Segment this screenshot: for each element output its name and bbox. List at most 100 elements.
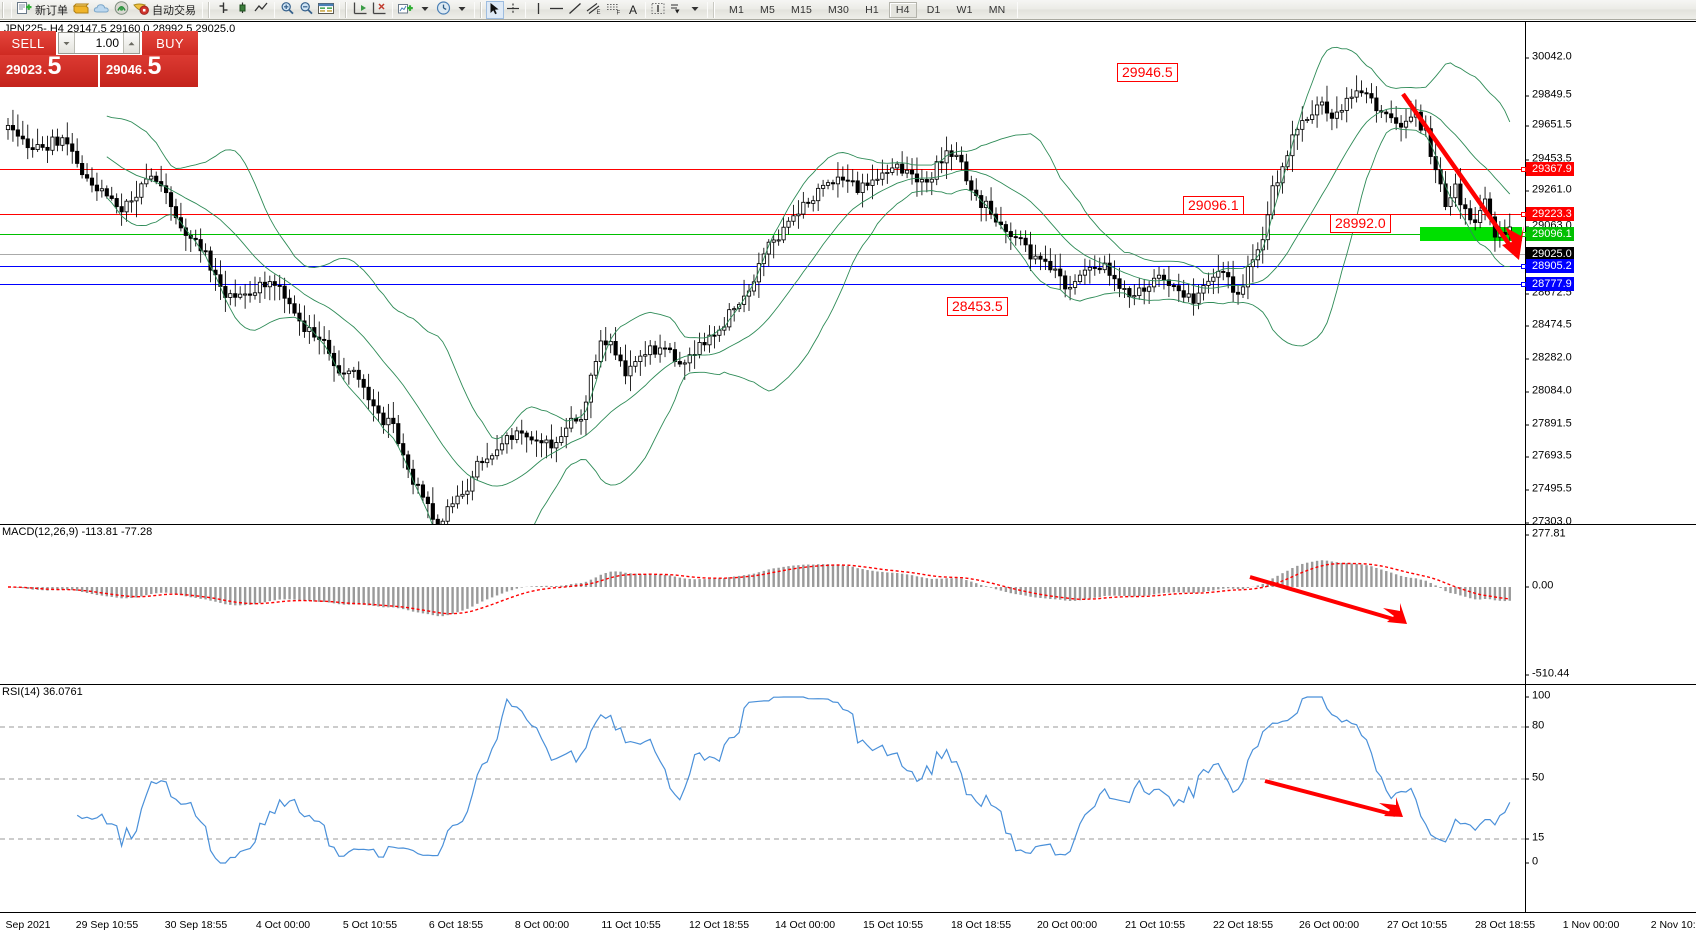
volume-input[interactable]: 1.00 [95,36,119,50]
price-tag-black[interactable]: 29025.0 [1526,247,1574,261]
cursor-tool-button[interactable] [486,0,504,19]
horizontal-line-icon [549,2,564,18]
time-label: 27 Oct 10:55 [1386,919,1448,931]
cloud-button[interactable] [91,1,112,19]
time-label: 20 Oct 00:00 [1036,919,1098,931]
wallet-button[interactable] [71,1,91,19]
chart-shift-button[interactable] [351,1,370,19]
sell-button[interactable]: SELL [0,31,56,55]
candlestick-icon [235,1,250,18]
level-line-red[interactable] [0,167,1526,172]
toolbar-grip-4[interactable] [480,1,484,18]
rsi-plot-area[interactable] [0,685,1525,912]
time-label: Sep 2021 [5,919,51,931]
timeframe-m1[interactable]: M1 [729,3,744,16]
level-line-red[interactable] [0,212,1526,217]
level-line-green[interactable] [0,232,1526,237]
price-annotation[interactable]: 28453.5 [947,297,1008,316]
price-tick: 29453.5 [1525,153,1696,167]
timeframe-mn[interactable]: MN [988,3,1006,16]
arrow-tool-icon [669,2,684,18]
level-line-blue[interactable] [0,282,1526,287]
level-line-black[interactable] [0,254,1525,255]
indicators-dropdown[interactable] [416,1,434,19]
trendline-tool-button[interactable] [566,1,584,19]
time-label: 1 Nov 00:00 [1562,919,1620,931]
new-order-button[interactable]: 新订单 [15,1,71,19]
timeframe-h1[interactable]: H1 [865,3,879,16]
fibonacci-tool-button[interactable]: F [604,1,624,19]
price-tag-red[interactable]: 29223.3 [1526,207,1574,221]
toolbar-grip-5[interactable] [713,1,717,18]
data-window-button[interactable] [316,1,336,19]
timeframe-m30[interactable]: M30 [828,3,850,16]
cursor-icon [489,2,501,18]
sell-price-display[interactable]: 29023 . 5 [0,54,98,87]
time-label: 5 Oct 10:55 [342,919,398,931]
text-label-tool-button[interactable] [649,1,667,19]
price-tag-blue[interactable]: 28905.2 [1526,259,1574,273]
entry-zone-rectangle[interactable] [1420,227,1522,241]
indicators-button[interactable] [396,1,416,19]
periodicity-dropdown[interactable] [453,1,471,19]
one-click-trading-panel[interactable]: SELL 1.00 BUY 29023 . 5 29046 . 5 [0,31,198,87]
volume-increment-button[interactable] [123,33,139,53]
main-chart-pane[interactable]: JPN225-,H4 29147.5 29160.0 28992.5 29025… [0,21,1696,524]
volume-decrement-button[interactable] [59,33,75,53]
level-line-handle[interactable] [1521,212,1526,217]
signal-button[interactable] [112,1,131,19]
buy-price-display[interactable]: 29046 . 5 [100,54,198,87]
wallet-icon [72,2,90,18]
zoom-out-button[interactable] [297,1,316,19]
bollinger-bands [106,46,1511,524]
toolbar-grip-2[interactable] [208,1,212,18]
price-tick: 30042.0 [1525,51,1696,65]
arrows-tool-button[interactable] [667,1,686,19]
price-axis[interactable]: 30042.0 29849.5 29651.5 29453.5 29261.0 29063… [1525,22,1696,524]
time-axis[interactable]: Sep 2021 29 Sep 10:55 30 Sep 18:55 4 Oct 00… [0,912,1696,936]
rsi-drawings [0,696,1525,864]
equidistant-channel-button[interactable]: E [584,1,604,19]
price-annotation[interactable]: 28992.0 [1330,214,1391,233]
level-line-blue[interactable] [0,264,1526,269]
rsi-pane[interactable]: RSI(14) 36.0761 100 80 50 15 0 [0,684,1696,912]
price-tag-blue[interactable]: 28777.9 [1526,277,1574,291]
auto-scroll-button[interactable] [370,1,389,19]
timeframe-m15[interactable]: M15 [791,3,813,16]
macd-plot-area[interactable] [0,525,1525,684]
level-line-handle[interactable] [1521,282,1526,287]
horizontal-line-tool-button[interactable] [547,1,566,19]
bar-chart-button[interactable] [214,1,233,19]
macd-trendline-drawing [1249,575,1407,624]
periodicity-button[interactable] [434,1,453,19]
timeframe-d1[interactable]: D1 [926,3,941,16]
timeframe-m5[interactable]: M5 [760,3,775,16]
candlestick-series [5,75,1512,524]
toolbar-grip[interactable] [2,1,6,18]
toolbar-grip-3[interactable] [345,1,349,18]
price-tag-red[interactable]: 29367.9 [1526,162,1574,176]
macd-axis[interactable]: 277.81 0.00 -510.44 [1525,525,1696,684]
auto-trading-button[interactable]: 自动交易 [131,1,199,19]
zoom-in-button[interactable] [278,1,297,19]
line-chart-button[interactable] [252,1,271,19]
main-plot-area[interactable]: 29946.5 29096.1 28992.0 28453.5 [0,22,1526,524]
price-tag-green[interactable]: 29096.1 [1526,227,1574,241]
volume-stepper[interactable]: 1.00 [58,32,140,54]
crosshair-tool-button[interactable] [504,1,522,19]
text-tool-button[interactable]: A [624,1,642,19]
timeframe-w1[interactable]: W1 [956,3,973,16]
vertical-line-tool-button[interactable] [529,1,547,19]
rsi-axis[interactable]: 100 80 50 15 0 [1525,685,1696,912]
macd-pane[interactable]: MACD(12,26,9) -113.81 -77.28 277.81 0.00 -… [0,524,1696,684]
level-line-handle[interactable] [1521,167,1526,172]
level-line-handle[interactable] [1521,264,1526,269]
arrows-dropdown[interactable] [686,1,704,19]
crosshair-icon [506,2,520,18]
price-annotation[interactable]: 29096.1 [1183,196,1244,215]
candlestick-chart-button[interactable] [233,1,252,19]
timeframe-h4[interactable]: H4 [888,1,917,18]
price-annotation[interactable]: 29946.5 [1117,63,1178,82]
macd-tick: 0.00 [1525,580,1696,594]
